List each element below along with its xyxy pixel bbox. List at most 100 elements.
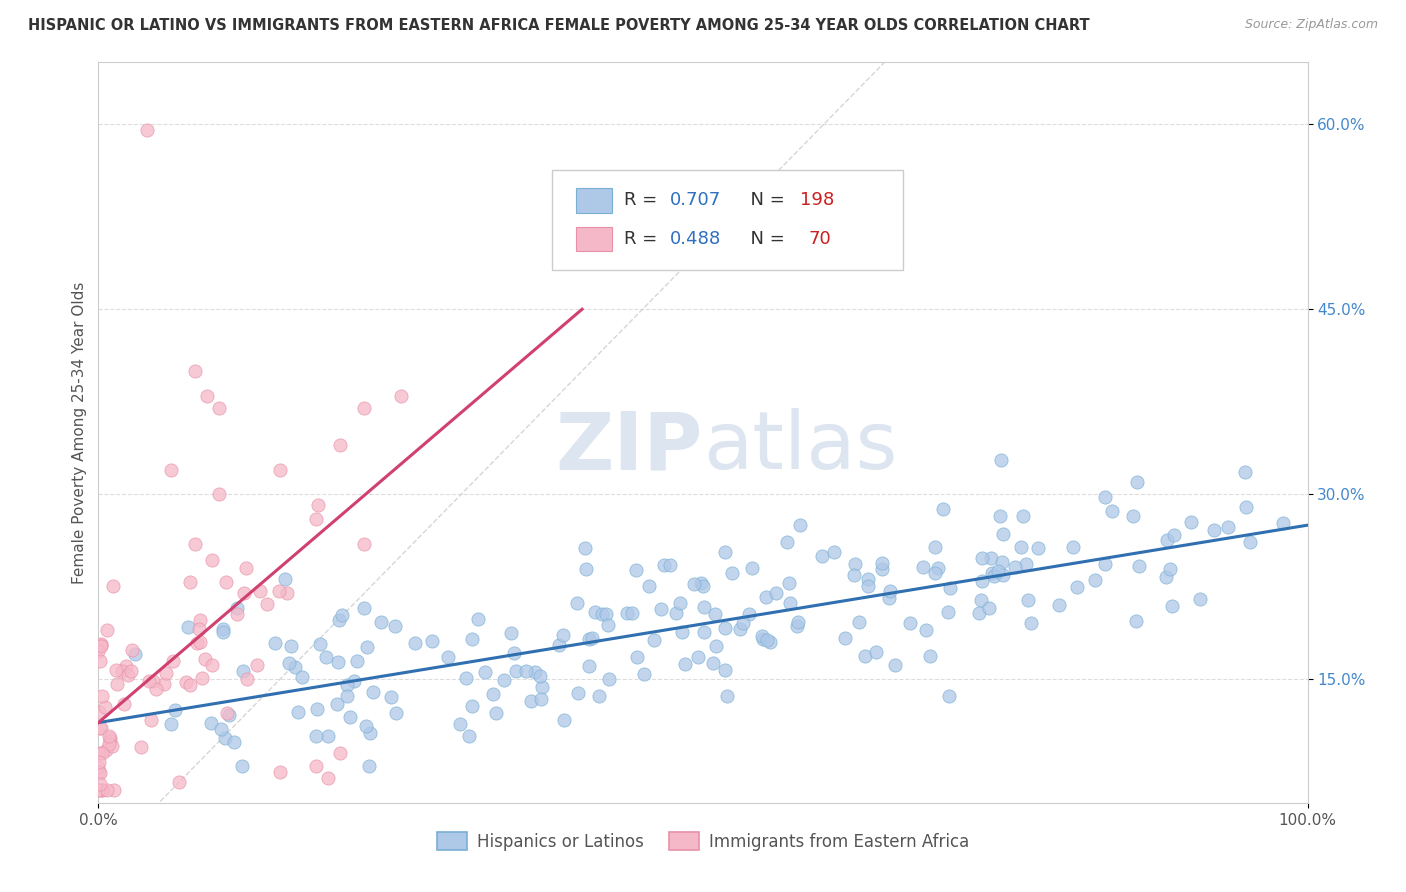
Point bbox=[336, 689, 359, 703]
Point bbox=[879, 584, 901, 599]
Point bbox=[190, 635, 212, 649]
Point bbox=[474, 665, 496, 680]
Point bbox=[786, 619, 808, 633]
Point bbox=[138, 674, 160, 689]
Point bbox=[720, 566, 742, 581]
Text: 198: 198 bbox=[800, 191, 834, 209]
Point bbox=[938, 689, 960, 703]
Point bbox=[1066, 580, 1088, 594]
Point bbox=[1101, 503, 1123, 517]
Point bbox=[551, 628, 574, 642]
Point bbox=[1047, 598, 1070, 612]
Point bbox=[787, 615, 810, 629]
Point bbox=[673, 657, 696, 671]
Point bbox=[693, 600, 716, 615]
Point bbox=[177, 620, 200, 634]
Point bbox=[1094, 490, 1116, 504]
Legend: Hispanics or Latinos, Immigrants from Eastern Africa: Hispanics or Latinos, Immigrants from Ea… bbox=[430, 825, 976, 857]
Point bbox=[232, 586, 254, 600]
Point bbox=[129, 739, 152, 754]
Point bbox=[1021, 616, 1043, 631]
Point bbox=[987, 564, 1010, 578]
Point bbox=[626, 649, 648, 664]
Point bbox=[89, 755, 111, 769]
Point bbox=[659, 558, 682, 573]
Point bbox=[269, 583, 291, 598]
Point bbox=[226, 607, 249, 622]
Point bbox=[389, 388, 412, 402]
Point bbox=[531, 681, 554, 695]
Point bbox=[1017, 593, 1039, 607]
Point bbox=[1015, 558, 1038, 572]
Point bbox=[755, 591, 778, 605]
Point bbox=[212, 622, 235, 636]
Point bbox=[924, 566, 946, 580]
Point bbox=[970, 574, 993, 588]
Point bbox=[209, 723, 232, 737]
Point bbox=[1216, 519, 1239, 533]
Point bbox=[737, 607, 759, 621]
Point bbox=[927, 561, 949, 575]
Point bbox=[872, 562, 894, 576]
Y-axis label: Female Poverty Among 25-34 Year Olds: Female Poverty Among 25-34 Year Olds bbox=[72, 282, 87, 583]
Point bbox=[184, 536, 207, 550]
Point bbox=[844, 568, 866, 582]
Point bbox=[96, 783, 118, 797]
Point bbox=[184, 364, 207, 378]
Point bbox=[87, 760, 110, 774]
Point bbox=[1239, 535, 1261, 549]
Point bbox=[315, 650, 337, 665]
Point bbox=[195, 388, 218, 402]
Point bbox=[856, 572, 879, 586]
Point bbox=[591, 607, 613, 622]
Point bbox=[330, 607, 353, 622]
Point bbox=[848, 615, 870, 629]
Point bbox=[89, 721, 111, 735]
Point bbox=[437, 649, 460, 664]
Point bbox=[214, 731, 236, 745]
Point bbox=[208, 487, 231, 501]
Point bbox=[359, 758, 381, 772]
Point bbox=[104, 664, 127, 678]
Point bbox=[167, 775, 190, 789]
Point bbox=[103, 579, 125, 593]
Point bbox=[274, 572, 297, 586]
Point bbox=[485, 706, 508, 721]
Point bbox=[98, 734, 121, 748]
Point bbox=[482, 688, 505, 702]
Point bbox=[856, 578, 879, 592]
Point bbox=[686, 650, 709, 665]
Point bbox=[217, 706, 239, 720]
Point bbox=[249, 584, 271, 599]
Point bbox=[1188, 591, 1211, 606]
Point bbox=[89, 765, 111, 780]
Point bbox=[515, 664, 537, 678]
Point bbox=[765, 586, 787, 600]
Point bbox=[361, 684, 384, 698]
Point bbox=[420, 633, 443, 648]
Point bbox=[834, 631, 856, 645]
Point bbox=[704, 639, 727, 653]
Point bbox=[810, 549, 832, 563]
Point bbox=[87, 765, 110, 780]
Text: 0.488: 0.488 bbox=[671, 229, 721, 248]
Point bbox=[284, 660, 307, 674]
Point bbox=[980, 551, 1002, 566]
Point bbox=[981, 566, 1004, 580]
Point bbox=[1154, 570, 1177, 584]
Point bbox=[153, 677, 176, 691]
Point bbox=[1062, 540, 1084, 554]
Point bbox=[779, 596, 801, 610]
Point bbox=[505, 664, 527, 678]
Point bbox=[305, 512, 328, 526]
Point bbox=[224, 735, 246, 749]
Point bbox=[1026, 541, 1049, 555]
Point bbox=[759, 635, 782, 649]
Point bbox=[231, 759, 253, 773]
Point bbox=[90, 783, 112, 797]
Point bbox=[277, 657, 299, 671]
Point bbox=[503, 646, 526, 660]
Point bbox=[704, 607, 727, 621]
Point bbox=[124, 647, 146, 661]
Point bbox=[621, 606, 644, 620]
